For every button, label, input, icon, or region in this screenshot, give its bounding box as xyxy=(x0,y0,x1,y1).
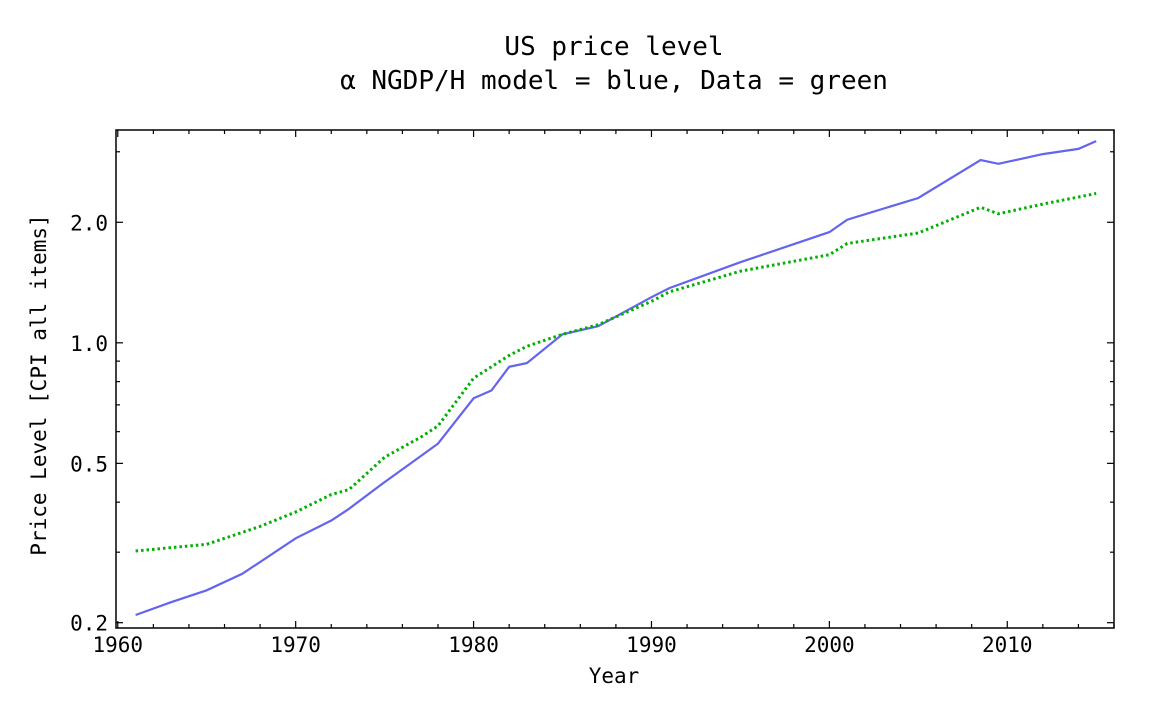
y-axis-label: Price Level [CPI all items] xyxy=(27,214,51,555)
chart-subtitle: α NGDP/H model = blue, Data = green xyxy=(340,66,888,96)
x-tick-label: 1990 xyxy=(626,633,677,657)
y-tick-label: 1.0 xyxy=(70,332,108,356)
x-tick-label: 1980 xyxy=(448,633,499,657)
y-tick-label: 0.2 xyxy=(70,612,108,636)
series-model-line xyxy=(135,140,1097,617)
x-tick-label: 2010 xyxy=(982,633,1033,657)
x-axis-label: Year xyxy=(589,664,640,688)
x-tick-label: 1970 xyxy=(270,633,321,657)
y-tick-labels: 0.2 0.5 1.0 2.0 xyxy=(70,211,108,635)
x-tick-label: 1960 xyxy=(92,633,143,657)
y-tick-label: 2.0 xyxy=(70,211,108,235)
plot-frame xyxy=(115,129,1115,629)
y-tick-label: 0.5 xyxy=(70,452,108,476)
x-tick-labels: 1960 1970 1980 1990 2000 2010 xyxy=(92,633,1032,657)
axis-ticks xyxy=(116,130,1115,628)
x-tick-label: 2000 xyxy=(804,633,855,657)
chart-title: US price level xyxy=(504,32,723,62)
series-data-line xyxy=(135,192,1097,553)
